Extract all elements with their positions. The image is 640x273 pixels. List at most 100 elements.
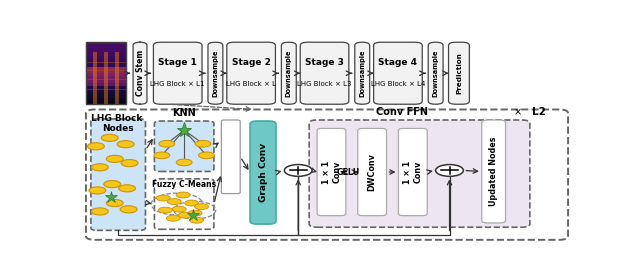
Circle shape (284, 165, 312, 176)
FancyBboxPatch shape (355, 42, 370, 104)
Circle shape (156, 195, 170, 201)
FancyBboxPatch shape (449, 42, 469, 104)
FancyBboxPatch shape (309, 120, 530, 227)
Circle shape (178, 212, 192, 218)
Text: Downsample: Downsample (359, 49, 365, 97)
Bar (86, 73, 125, 76)
Text: Conv FFN: Conv FFN (376, 108, 428, 117)
FancyBboxPatch shape (428, 42, 443, 104)
Bar (86, 61, 125, 64)
FancyBboxPatch shape (317, 128, 346, 216)
Bar (115, 52, 119, 104)
FancyBboxPatch shape (374, 42, 422, 104)
Circle shape (120, 206, 137, 213)
Text: Graph Conv: Graph Conv (259, 143, 268, 202)
Circle shape (101, 134, 118, 141)
Text: LHG Block × L: LHG Block × L (226, 81, 276, 87)
FancyBboxPatch shape (399, 128, 428, 216)
Bar (104, 52, 108, 104)
Circle shape (117, 141, 134, 148)
Bar (86, 55, 125, 58)
Bar (86, 45, 125, 48)
Bar (86, 52, 125, 55)
Bar (86, 42, 125, 45)
Text: 1 × 1
Conv: 1 × 1 Conv (403, 161, 422, 184)
Circle shape (121, 159, 138, 167)
Circle shape (88, 143, 104, 150)
FancyBboxPatch shape (154, 121, 214, 171)
Text: Updated Nodes: Updated Nodes (489, 137, 498, 206)
Circle shape (172, 206, 186, 212)
Bar (86, 42, 125, 104)
Circle shape (159, 140, 175, 147)
Text: Downsample: Downsample (212, 49, 218, 97)
Bar (86, 58, 125, 61)
Circle shape (89, 187, 106, 194)
Text: Stage 2: Stage 2 (232, 58, 271, 67)
Bar (86, 79, 125, 82)
Text: LHG Block × L3: LHG Block × L3 (297, 81, 352, 87)
Bar (86, 98, 125, 101)
Circle shape (92, 164, 108, 171)
FancyBboxPatch shape (227, 42, 275, 104)
Text: Conv Stem: Conv Stem (136, 50, 145, 96)
Text: Stage 4: Stage 4 (378, 58, 417, 67)
FancyBboxPatch shape (91, 119, 145, 230)
FancyBboxPatch shape (300, 42, 349, 104)
Bar (86, 70, 125, 73)
Bar (86, 48, 125, 52)
Circle shape (176, 159, 192, 166)
Circle shape (118, 185, 136, 192)
Text: KNN: KNN (172, 108, 196, 118)
Text: LHG Block × L1: LHG Block × L1 (150, 81, 205, 87)
Text: LHG Block × L4: LHG Block × L4 (371, 81, 425, 87)
FancyBboxPatch shape (221, 120, 240, 194)
FancyBboxPatch shape (133, 42, 147, 104)
Circle shape (195, 204, 209, 210)
Bar (86, 67, 125, 70)
Text: Downsample: Downsample (433, 49, 438, 97)
Bar (86, 95, 125, 98)
Bar (86, 42, 125, 104)
FancyBboxPatch shape (208, 42, 223, 104)
Bar (86, 89, 125, 92)
Text: 1 × 1
Conv: 1 × 1 Conv (322, 161, 341, 184)
Bar (93, 52, 97, 104)
FancyBboxPatch shape (250, 121, 276, 224)
Text: Prediction: Prediction (456, 52, 462, 94)
Circle shape (167, 199, 181, 204)
Circle shape (436, 165, 463, 176)
Circle shape (185, 200, 198, 206)
Circle shape (166, 215, 180, 221)
Circle shape (106, 155, 123, 162)
Circle shape (154, 152, 170, 159)
Text: Stage 3: Stage 3 (305, 58, 344, 67)
FancyBboxPatch shape (86, 109, 568, 240)
Bar (86, 92, 125, 95)
FancyBboxPatch shape (282, 42, 296, 104)
FancyBboxPatch shape (154, 42, 202, 104)
Circle shape (198, 152, 214, 159)
Text: Downsample: Downsample (286, 49, 292, 97)
Text: Nodes: Nodes (102, 124, 134, 133)
Text: DWConv: DWConv (367, 153, 377, 191)
Circle shape (176, 192, 190, 198)
Circle shape (188, 210, 202, 216)
Circle shape (92, 208, 108, 215)
Circle shape (106, 200, 123, 207)
Text: Fuzzy C-Means: Fuzzy C-Means (152, 180, 216, 189)
Bar (86, 76, 125, 79)
Text: LHG Block: LHG Block (91, 114, 142, 123)
FancyBboxPatch shape (154, 179, 214, 229)
Text: GELU: GELU (336, 168, 360, 177)
Bar (86, 82, 125, 86)
FancyBboxPatch shape (482, 120, 506, 223)
Bar (86, 64, 125, 67)
Circle shape (104, 180, 121, 188)
FancyBboxPatch shape (358, 128, 387, 216)
Bar (86, 101, 125, 104)
Circle shape (189, 217, 204, 223)
Circle shape (195, 140, 211, 147)
Bar (86, 86, 125, 89)
Text: Stage 1: Stage 1 (158, 58, 197, 67)
